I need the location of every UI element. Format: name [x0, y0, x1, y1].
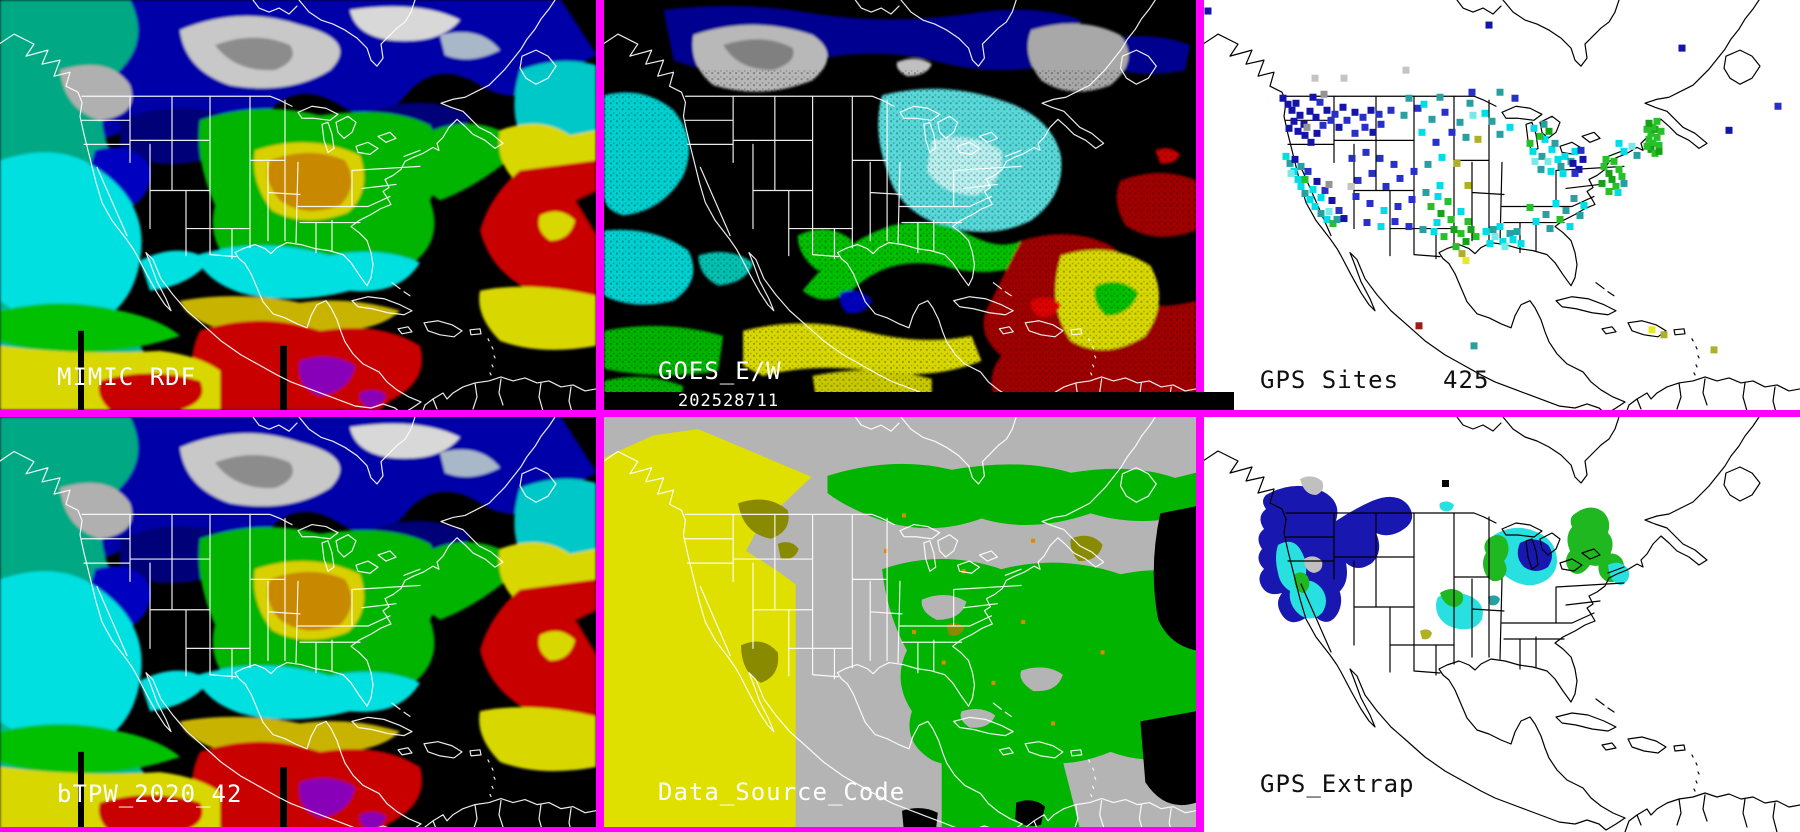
panel-mimic-rdf	[0, 0, 596, 410]
goes-ew-label: GOES_E/W	[658, 357, 782, 385]
mimic-rdf-image	[0, 0, 596, 410]
data-source-code-label: Data_Source_Code	[658, 778, 906, 806]
data-source-code-image	[604, 417, 1196, 832]
gps-extrap-label: GPS_Extrap	[1260, 770, 1415, 798]
gps-sites-label: GPS Sites	[1260, 366, 1400, 394]
panel-btpw	[0, 417, 596, 832]
goes-ew-image	[604, 0, 1196, 410]
mimic-rdf-label: MIMIC RDF	[57, 363, 197, 391]
gps-sites-title: GPS Sites 425	[1260, 366, 1489, 394]
frame-horizontal-middle	[0, 410, 1800, 417]
goes-timestamp-bar: 202528711	[604, 392, 1234, 410]
source-orange-dots-layer	[884, 513, 1105, 726]
panel-data-source-code	[604, 417, 1196, 832]
gps-extrap-map	[1204, 417, 1800, 832]
btpw-label: bTPW_2020_42	[57, 780, 243, 808]
gps-sites-map	[1204, 0, 1800, 410]
gps-sites-count: 425	[1443, 366, 1490, 394]
gps-dots-layer	[1204, 7, 1782, 354]
frame-horizontal-bottom	[0, 827, 1204, 832]
panel-goes-ew	[604, 0, 1196, 410]
panel-gps-extrap	[1204, 417, 1800, 832]
goes-timestamp: 202528711	[678, 391, 780, 411]
btpw-image	[0, 417, 596, 832]
panel-gps-sites	[1204, 0, 1800, 410]
